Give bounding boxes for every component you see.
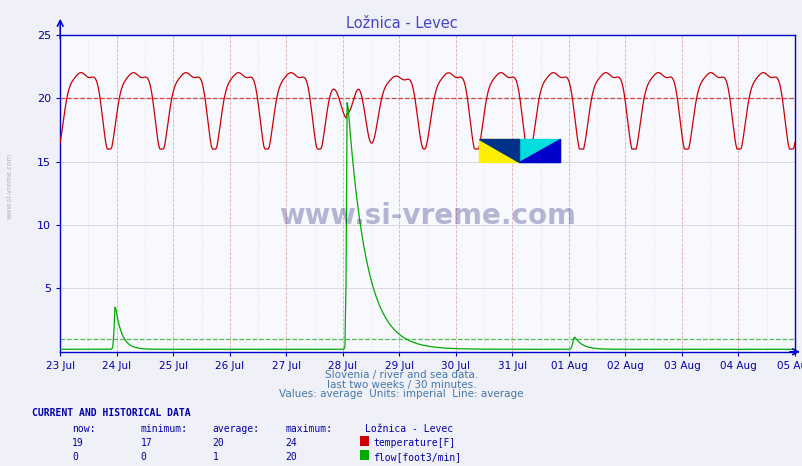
Polygon shape: [519, 139, 559, 162]
Text: maximum:: maximum:: [285, 424, 332, 434]
Text: Slovenia / river and sea data.: Slovenia / river and sea data.: [325, 370, 477, 380]
Text: flow[foot3/min]: flow[foot3/min]: [373, 452, 461, 462]
Text: 1: 1: [213, 452, 218, 462]
Text: CURRENT AND HISTORICAL DATA: CURRENT AND HISTORICAL DATA: [32, 408, 191, 418]
Text: minimum:: minimum:: [140, 424, 188, 434]
Text: average:: average:: [213, 424, 260, 434]
Bar: [519, 139, 559, 162]
Text: temperature[F]: temperature[F]: [373, 438, 455, 448]
Text: 24: 24: [285, 438, 297, 448]
Text: Ložnica - Levec: Ložnica - Levec: [365, 424, 453, 434]
Text: 20: 20: [213, 438, 225, 448]
Text: www.si-vreme.com: www.si-vreme.com: [6, 153, 13, 219]
Text: 0: 0: [140, 452, 146, 462]
Polygon shape: [479, 139, 519, 162]
Text: 17: 17: [140, 438, 152, 448]
Text: last two weeks / 30 minutes.: last two weeks / 30 minutes.: [326, 380, 476, 390]
Text: Values: average  Units: imperial  Line: average: Values: average Units: imperial Line: av…: [279, 389, 523, 399]
Text: Ložnica - Levec: Ložnica - Levec: [345, 16, 457, 31]
Text: 20: 20: [285, 452, 297, 462]
Text: 19: 19: [72, 438, 84, 448]
Text: 0: 0: [72, 452, 78, 462]
Text: www.si-vreme.com: www.si-vreme.com: [279, 202, 575, 230]
Text: now:: now:: [72, 424, 95, 434]
Bar: [479, 139, 519, 162]
